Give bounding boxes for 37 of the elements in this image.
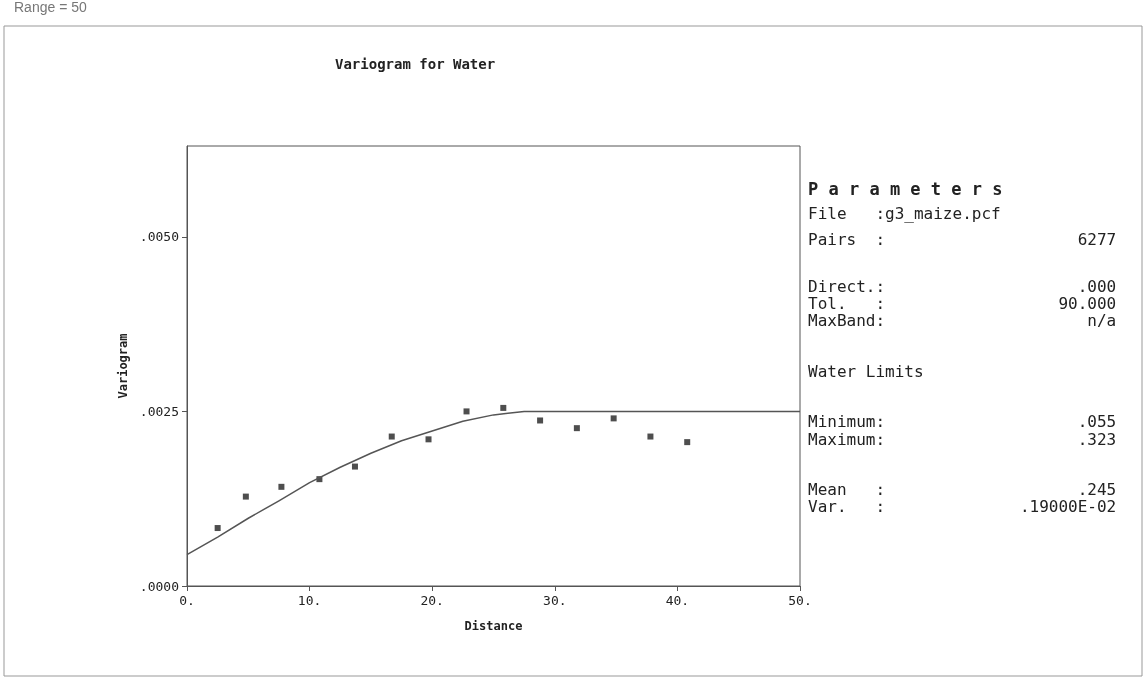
text: Minimum: .055 [808, 411, 1117, 431]
text: Var. : .19000E-02 [808, 496, 1117, 516]
point [388, 433, 395, 440]
text: Maximum: .323 [808, 429, 1117, 449]
text: Water Limits [808, 361, 924, 381]
text: Mean : .245 [808, 479, 1117, 499]
y-tick-label: .0000 [139, 578, 179, 594]
point [537, 417, 544, 424]
point [425, 436, 432, 443]
point [684, 439, 691, 446]
x-axis-title: Distance [464, 619, 523, 633]
point [214, 525, 221, 532]
text: File :g3_maize.pcf [808, 203, 1001, 223]
y-tick-label: .0025 [139, 403, 179, 419]
text: P a r a m e t e r s [808, 179, 1003, 199]
text: Pairs : 6277 [808, 229, 1117, 249]
point [573, 425, 580, 432]
point [242, 493, 249, 500]
x-tick-label: 30. [543, 593, 567, 608]
x-tick-label: 40. [665, 593, 690, 608]
x-tick-label: 10. [297, 593, 322, 608]
point [463, 408, 470, 415]
x-tick-label: 50. [788, 593, 812, 608]
y-axis-title: Variogram [115, 333, 130, 399]
x-tick-label: 20. [420, 593, 444, 608]
chart-title: Variogram for Water [335, 56, 496, 72]
text: Range = 50 [14, 0, 87, 15]
point [610, 415, 617, 422]
text: Tol. : 90.000 [808, 293, 1117, 313]
point [351, 463, 358, 470]
point [278, 483, 285, 490]
point [647, 433, 654, 440]
text: Direct.: .000 [808, 276, 1117, 296]
x-tick-label: 0. [179, 593, 195, 608]
point [500, 404, 507, 411]
y-tick-label: .0050 [139, 229, 179, 245]
text: MaxBand: n/a [808, 310, 1117, 330]
